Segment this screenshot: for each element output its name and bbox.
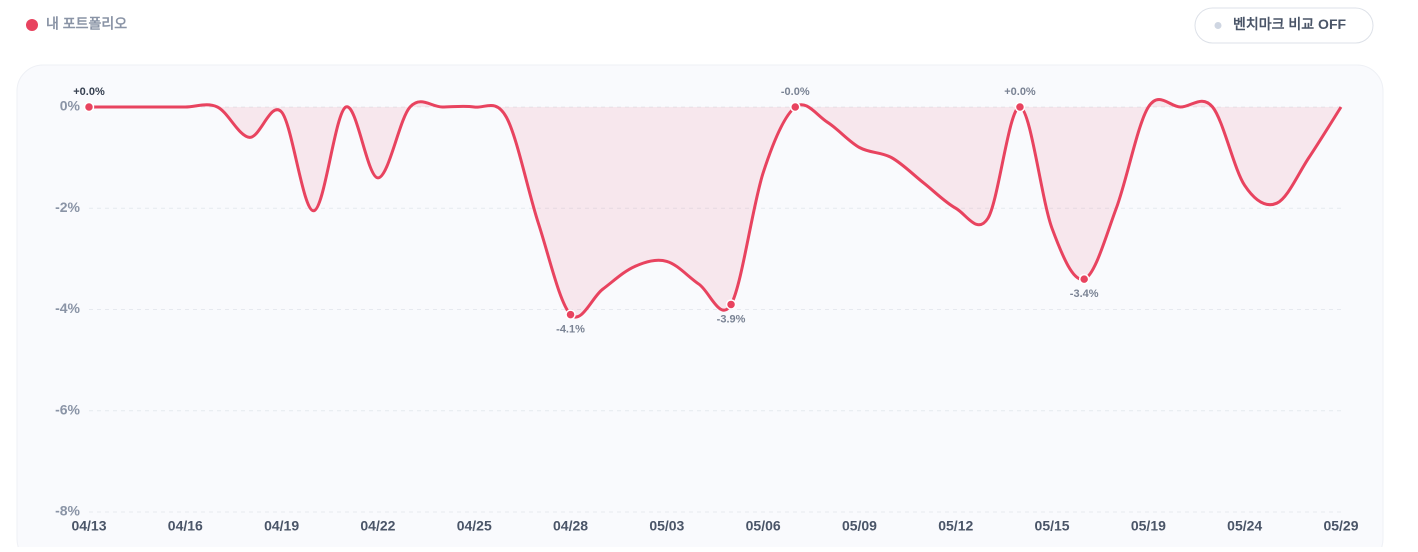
x-tick-label: 05/19 (1131, 518, 1166, 534)
area (89, 99, 1341, 318)
point (1014, 101, 1026, 113)
y-tick-label: -2% (55, 199, 80, 215)
legend-swatch (26, 19, 38, 31)
value-label: -4.1% (556, 323, 585, 335)
value-label: -0.0% (781, 86, 810, 98)
y-tick-label: -4% (55, 300, 80, 316)
legend-label: 내 포트폴리오 (46, 16, 127, 32)
line (89, 98, 1343, 319)
x-tick-label: 05/03 (649, 518, 684, 534)
toggle-label: 벤치마크 비교 OFF (1233, 16, 1347, 32)
x-tick-label: 05/06 (746, 518, 781, 534)
x-tick-label: 04/16 (168, 518, 203, 534)
toggle-button[interactable] (1194, 7, 1374, 44)
x-tick-label: 04/25 (457, 518, 492, 534)
x-tick-label: 05/29 (1323, 518, 1358, 534)
x-tick-label: 05/12 (938, 518, 973, 534)
value-label: -3.9% (717, 313, 746, 325)
point (1078, 273, 1090, 285)
point (565, 309, 576, 320)
value-label: +0.0% (1004, 86, 1036, 98)
x-tick-label: 05/15 (1035, 518, 1070, 534)
y-tick-label: -6% (55, 401, 80, 417)
value-label: +0.0% (73, 86, 105, 98)
x-tick-label: 04/13 (71, 518, 106, 534)
point (790, 101, 801, 113)
x-tick-label: 04/28 (553, 518, 588, 534)
y-tick-label: -8% (55, 503, 80, 519)
y-tick-label: 0% (60, 98, 81, 114)
x-tick-label: 05/09 (842, 518, 877, 534)
value-label: -3.4% (1070, 288, 1099, 300)
benchmark-toggle[interactable]: 벤치마크 비교 OFF (1194, 7, 1374, 44)
x-tick-label: 04/22 (360, 518, 395, 534)
point (83, 101, 95, 113)
x-tick-label: 05/24 (1227, 518, 1262, 534)
point (725, 299, 737, 310)
x-tick-label: 04/19 (264, 518, 299, 534)
toggle-dot (1214, 22, 1222, 29)
